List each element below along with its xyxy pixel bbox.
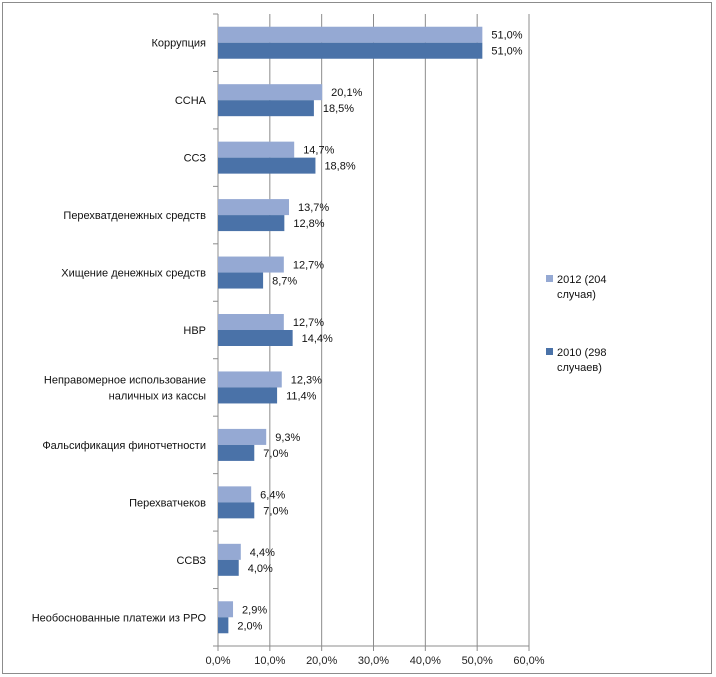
data-label: 9,3% (275, 432, 300, 444)
bar (218, 543, 241, 560)
x-tick-label: 0,0% (205, 655, 230, 667)
bar (218, 387, 278, 404)
bar (218, 502, 255, 519)
data-label: 6,4% (260, 489, 285, 501)
category-label: Коррупция (152, 38, 207, 50)
bar (218, 371, 282, 388)
category-label: ССВЗ (176, 555, 206, 567)
category-label: Необоснованные платежи из РРО (32, 612, 207, 624)
bar (218, 314, 284, 330)
data-label: 14,4% (302, 333, 333, 345)
data-label: 20,1% (331, 87, 362, 99)
data-label: 4,4% (250, 547, 275, 559)
bar (218, 141, 295, 158)
x-tick-label: 30,0% (358, 655, 389, 667)
data-label: 12,8% (293, 218, 324, 230)
data-label: 11,4% (286, 390, 317, 402)
bar (218, 428, 267, 445)
category-label: Перехватденежных средств (63, 210, 206, 222)
category-label: ССЗ (184, 153, 207, 165)
legend-swatch (546, 275, 553, 282)
bar (218, 559, 239, 576)
data-label: 12,7% (293, 260, 324, 272)
data-label: 8,7% (272, 276, 297, 288)
data-label: 18,5% (323, 103, 354, 115)
x-tick-label: 50,0% (462, 655, 493, 667)
legend-entry: случая) (557, 289, 596, 301)
category-label: Хищение денежных средств (61, 268, 206, 280)
category-label: наличных из кассы (109, 390, 206, 402)
x-tick-label: 20,0% (306, 655, 337, 667)
category-label: Неправомерное использование (44, 374, 206, 386)
bar (218, 256, 284, 273)
legend-entry: 2010 (298 (557, 347, 607, 359)
category-label: Фальсификация финотчетности (42, 440, 206, 452)
data-label: 12,7% (293, 317, 324, 329)
data-label: 7,0% (263, 448, 288, 460)
bar (218, 157, 316, 174)
data-label: 14,7% (303, 145, 334, 157)
data-label: 12,3% (291, 374, 322, 386)
data-label: 2,0% (237, 620, 262, 632)
bar (218, 330, 293, 346)
bar (218, 215, 285, 232)
bar (218, 100, 314, 117)
legend-entry: 2012 (204 (557, 274, 607, 286)
bar (218, 444, 255, 461)
legend-entry: случаев) (557, 362, 602, 374)
category-label: Перехватчеков (129, 497, 206, 509)
data-label: 51,0% (491, 30, 522, 42)
x-tick-label: 60,0% (513, 655, 544, 667)
data-label: 2,9% (242, 604, 267, 616)
bar (218, 84, 323, 101)
bar (218, 42, 483, 59)
bar (218, 601, 234, 618)
bar (218, 199, 290, 216)
bar (218, 617, 229, 634)
data-label: 7,0% (263, 505, 288, 517)
data-label: 13,7% (298, 202, 329, 214)
bar (218, 486, 252, 503)
category-label: ССНА (175, 95, 207, 107)
legend-swatch (546, 348, 553, 355)
bar (218, 272, 264, 289)
x-tick-label: 40,0% (410, 655, 441, 667)
bar (218, 26, 483, 43)
x-tick-label: 10,0% (254, 655, 285, 667)
category-label: НВР (183, 325, 206, 337)
data-label: 4,0% (248, 563, 273, 575)
data-label: 51,0% (491, 46, 522, 58)
data-label: 18,8% (324, 161, 355, 173)
